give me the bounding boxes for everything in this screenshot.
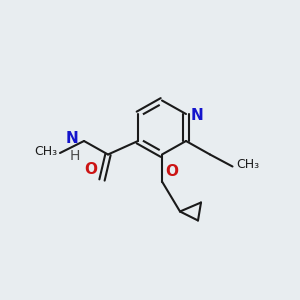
Text: O: O <box>85 162 98 177</box>
Text: N: N <box>66 131 79 146</box>
Text: CH₃: CH₃ <box>236 158 259 171</box>
Text: CH₃: CH₃ <box>34 145 58 158</box>
Text: O: O <box>165 164 178 178</box>
Text: N: N <box>190 108 203 123</box>
Text: H: H <box>70 149 80 164</box>
